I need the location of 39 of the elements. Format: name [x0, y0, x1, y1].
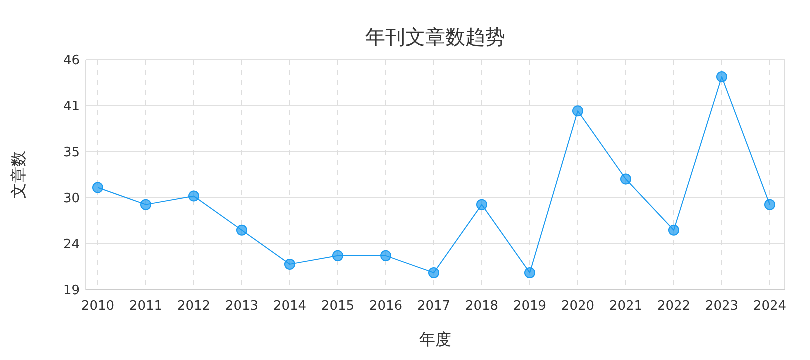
x-tick-label: 2024 [753, 299, 787, 314]
x-tick-label: 2012 [177, 299, 211, 314]
point [236, 224, 248, 236]
x-tick-label: 2011 [129, 299, 163, 314]
point [716, 72, 728, 83]
y-tick-label: 24 [63, 238, 80, 253]
x-tick-label: 2022 [657, 299, 691, 314]
chart-title: 年刊文章数趋势 [366, 25, 506, 49]
x-tick-label: 2010 [81, 299, 115, 314]
x-tick-label: 2018 [465, 299, 499, 314]
x-tick-label: 2015 [321, 299, 355, 314]
y-tick-label: 19 [63, 284, 80, 299]
point [92, 182, 104, 194]
y-tick-label: 41 [63, 100, 80, 115]
point [332, 250, 344, 262]
x-tick-label: 2016 [369, 299, 403, 314]
y-tick-label: 30 [63, 192, 80, 207]
x-axis-title: 年度 [420, 330, 452, 349]
y-axis-title: 文章数 [9, 151, 28, 199]
y-tick-label: 35 [63, 146, 80, 161]
x-tick-label: 2017 [417, 299, 451, 314]
point [380, 250, 392, 262]
point [764, 199, 776, 210]
point [428, 267, 440, 278]
x-tick-label: 2014 [273, 299, 307, 314]
x-tick-label: 2020 [561, 299, 595, 314]
point [140, 199, 152, 210]
point [668, 224, 680, 236]
point [188, 190, 200, 202]
point [476, 199, 488, 210]
x-tick-label: 2023 [705, 299, 739, 314]
point [284, 258, 296, 270]
y-tick-label: 46 [63, 54, 80, 69]
x-tick-label: 2019 [513, 299, 547, 314]
point [620, 174, 632, 185]
point [572, 106, 584, 117]
x-tick-label: 2021 [609, 299, 643, 314]
x-tick-label: 2013 [225, 299, 259, 314]
point [524, 267, 536, 278]
